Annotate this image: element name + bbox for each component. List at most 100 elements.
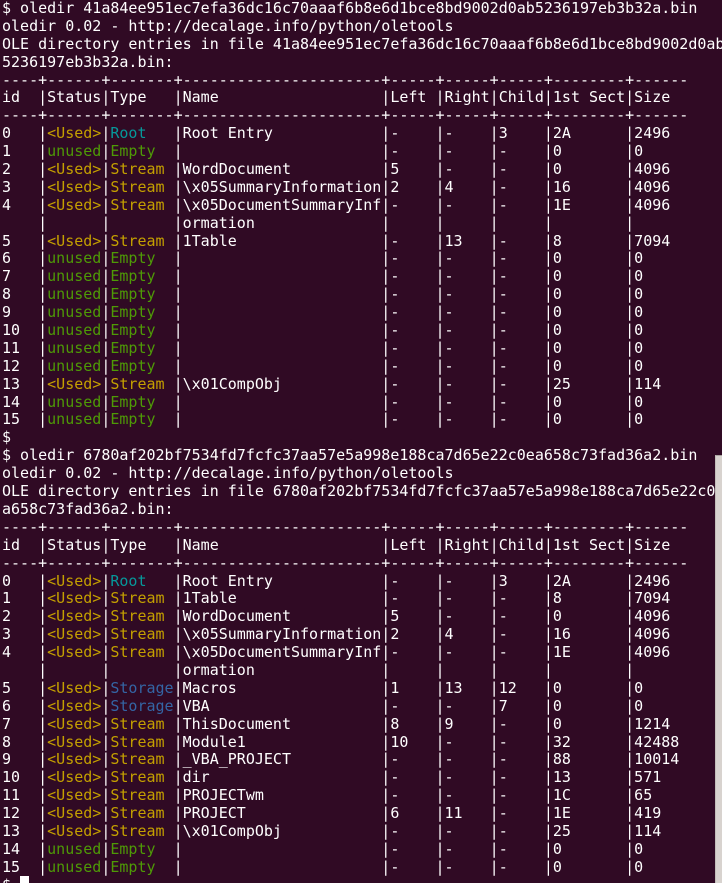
terminal-line: 6 |<Used>|Storage|VBA |- |- |7 |0 |0 [2, 696, 722, 716]
terminal-text-segment: $ [2, 876, 20, 883]
terminal-text-segment: |\x05DocumentSummaryInf|- |- |- |1E |409… [173, 195, 671, 214]
terminal-text-segment: Empty [110, 338, 174, 357]
terminal-line: 1 |unused|Empty | |- |- |- |0 |0 [2, 142, 722, 161]
terminal-text-segment: |\x05SummaryInformation|2 |4 |- |16 |409… [173, 625, 671, 644]
terminal-line: 13 |<Used>|Stream |\x01CompObj |- |- |- … [2, 821, 722, 841]
terminal-text-segment: 4 | [2, 195, 48, 214]
terminal-line: 9 |unused|Empty | |- |- |- |0 |0 [2, 303, 722, 322]
terminal-text-segment: Empty [110, 303, 174, 322]
terminal-line: ----+------+-------+--------------------… [2, 106, 722, 125]
terminal-text-segment: | [101, 750, 111, 769]
terminal-text-segment: Stream [110, 643, 174, 662]
terminal-line: 14 |unused|Empty | |- |- |- |0 |0 [2, 392, 722, 412]
terminal-text-segment: 8 | [2, 285, 48, 304]
terminal-text-segment: unused [47, 267, 102, 286]
terminal-text-segment: Stream [110, 160, 174, 179]
terminal-text-segment: Stream [110, 607, 174, 626]
terminal-text-segment: Root [110, 571, 174, 590]
terminal-text-segment: Stream [110, 589, 174, 608]
terminal-line: 0 |<Used>|Root |Root Entry |- |- |3 |2A … [2, 124, 722, 143]
terminal-text-segment: | [101, 839, 111, 858]
terminal-line: | | |ormation | | | | | [2, 660, 722, 680]
terminal-text-segment: <Used> [47, 589, 102, 608]
terminal-text-segment: <Used> [47, 714, 102, 733]
terminal-text-segment: | |- |- |- |0 |0 [173, 392, 644, 411]
terminal-text-segment: id |Status|Type |Name |Left |Right|Child… [2, 88, 671, 107]
terminal-text-segment: 5 | [2, 678, 48, 697]
terminal-text-segment: 13 | [2, 821, 48, 840]
terminal-line: 3 |<Used>|Stream |\x05SummaryInformation… [2, 625, 722, 644]
terminal-text-segment: <Used> [47, 750, 102, 769]
terminal-text-segment: |1Table |- |13 |- |8 |7094 [173, 231, 671, 250]
terminal-text-segment: unused [47, 392, 102, 411]
terminal-text-segment: unused [47, 249, 102, 268]
terminal-text-segment: | |- |- |- |0 |0 [173, 142, 644, 161]
terminal-line: $ oledir 41a84ee951ec7efa36dc16c70aaaf6b… [2, 0, 722, 18]
terminal-text-segment: Empty [110, 267, 174, 286]
terminal-text-segment: 10 | [2, 321, 48, 340]
terminal-text-segment: Stream [110, 821, 174, 840]
terminal-text-segment: |\x01CompObj |- |- |- |25 |114 [173, 821, 662, 840]
terminal-text-segment: <Used> [47, 643, 102, 662]
terminal-text-segment: Root [110, 124, 174, 143]
terminal-text-segment: | [101, 392, 111, 411]
terminal-text-segment: <Used> [47, 732, 102, 751]
terminal-text-segment: | |- |- |- |0 |0 [173, 321, 644, 340]
terminal-text-segment: |dir |- |- |- |13 |571 [173, 768, 662, 787]
terminal-text-segment: |\x05DocumentSummaryInf|- |- |- |1E |409… [173, 643, 671, 662]
terminal-line: 7 |unused|Empty | |- |- |- |0 |0 [2, 267, 722, 286]
terminal-line: 15 |unused|Empty | |- |- |- |0 |0 [2, 857, 722, 877]
terminal-text-segment: 2 | [2, 607, 48, 626]
terminal-text-segment: | [101, 696, 111, 715]
terminal-text-segment: |WordDocument |5 |- |- |0 |4096 [173, 607, 671, 626]
terminal-text-segment: |PROJECT |6 |11 |- |1E |419 [173, 804, 662, 823]
terminal-text-segment: Stream [110, 177, 174, 196]
terminal-text-segment: | [101, 589, 111, 608]
terminal-text-segment: Empty [110, 839, 174, 858]
terminal-line: 7 |<Used>|Stream |ThisDocument |8 |9 |- … [2, 714, 722, 734]
terminal-line: id |Status|Type |Name |Left |Right|Child… [2, 89, 722, 107]
terminal-text-segment: $ oledir 6780af202bf7534fd7fcfc37aa57e5a… [2, 446, 698, 465]
terminal-line: 4 |<Used>|Stream |\x05DocumentSummaryInf… [2, 195, 722, 215]
terminal-text-segment: 1 | [2, 589, 48, 608]
terminal-text-segment: Storage [110, 696, 174, 715]
terminal-text-segment: OLE directory entries in file 41a84ee951… [2, 34, 722, 53]
terminal-text-segment: 9 | [2, 750, 48, 769]
terminal-line: 11 |unused|Empty | |- |- |- |0 |0 [2, 338, 722, 358]
terminal-line: 12 |unused|Empty | |- |- |- |0 |0 [2, 357, 722, 376]
scrollbar-thumb[interactable] [715, 455, 722, 883]
terminal-text-segment: | [101, 338, 111, 357]
terminal-line: 5 |<Used>|Stream |1Table |- |13 |- |8 |7… [2, 231, 722, 251]
terminal-line: 5 |<Used>|Storage|Macros |1 |13 |12 |0 |… [2, 678, 722, 698]
terminal-text-segment: ----+------+-------+--------------------… [2, 106, 689, 125]
terminal-text-segment: 7 | [2, 267, 48, 286]
terminal-text-segment: | |- |- |- |0 |0 [173, 285, 644, 304]
terminal-text-segment: <Used> [47, 768, 102, 787]
terminal-line: | | |ormation | | | | | [2, 214, 722, 233]
terminal-text-segment: unused [47, 857, 102, 876]
terminal-text-segment: 0 | [2, 571, 48, 590]
terminal-text-segment: 11 | [2, 786, 48, 805]
terminal-text-segment: 14 | [2, 839, 48, 858]
terminal-text-segment: 9 | [2, 303, 48, 322]
terminal-text-segment: a658c73fad36a2.bin: [2, 499, 174, 518]
terminal-text-segment: 3 | [2, 177, 48, 196]
terminal-line: 6 |unused|Empty | |- |- |- |0 |0 [2, 250, 722, 268]
terminal-text-segment: Empty [110, 392, 174, 411]
terminal-line: 2 |<Used>|Stream |WordDocument |5 |- |- … [2, 607, 722, 626]
terminal-text-segment: 0 | [2, 124, 48, 143]
terminal-text-segment: | |- |- |- |0 |0 [173, 857, 644, 876]
terminal-text-segment: ----+------+-------+--------------------… [2, 517, 689, 536]
terminal-line: OLE directory entries in file 6780af202b… [2, 482, 722, 501]
terminal-line: id |Status|Type |Name |Left |Right|Child… [2, 535, 722, 555]
terminal-text-segment: | [101, 195, 111, 214]
terminal-text-segment: Stream [110, 786, 174, 805]
terminal-text-segment: | [101, 177, 111, 196]
terminal-text-segment: id |Status|Type |Name |Left |Right|Child… [2, 535, 671, 554]
terminal-line: 1 |<Used>|Stream |1Table |- |- |- |8 |70… [2, 589, 722, 608]
terminal-text-segment: Storage [110, 678, 174, 697]
terminal-text-segment: Empty [110, 321, 174, 340]
terminal-text-segment: | | |ormation | | | | | [2, 660, 635, 679]
terminal-text-segment: |Macros |1 |13 |12 |0 |0 [173, 678, 644, 697]
